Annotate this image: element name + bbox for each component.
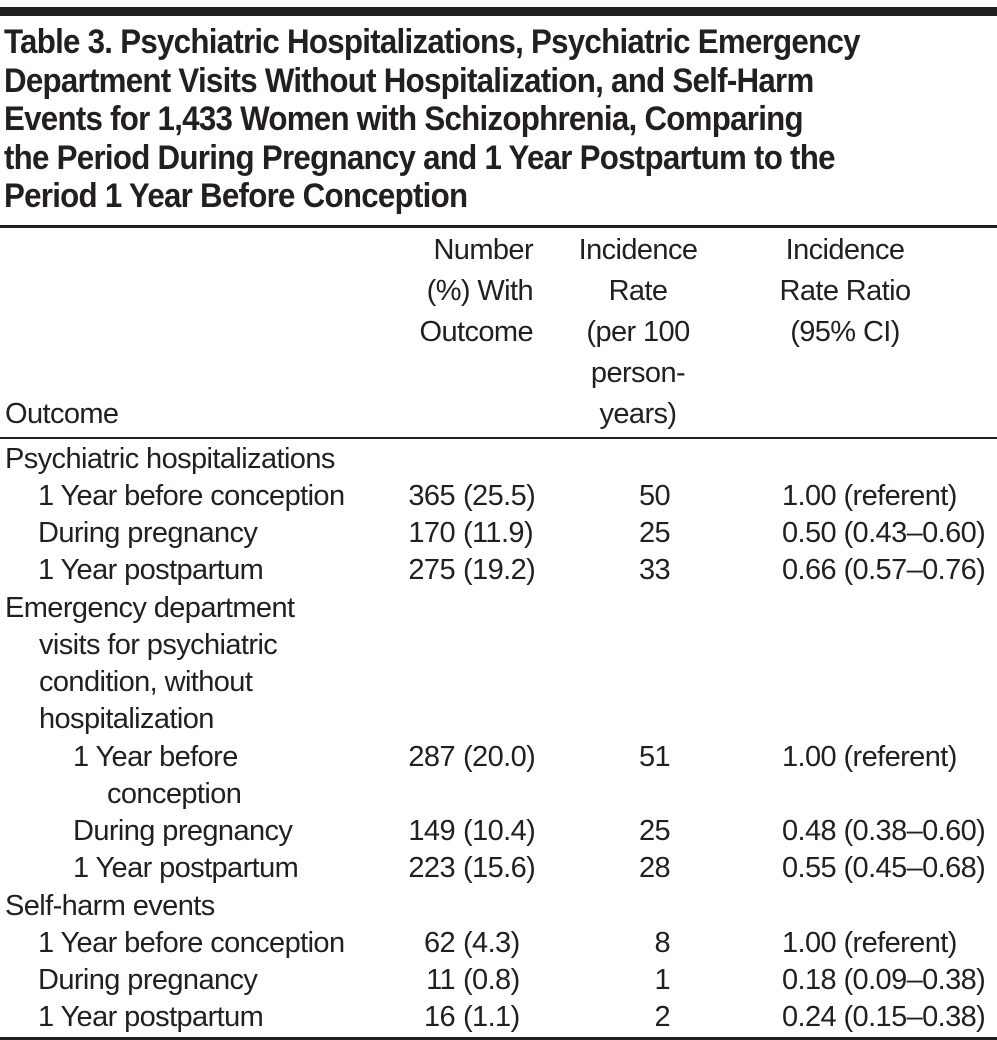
percent-value: (4.3) (463, 926, 520, 959)
count-value: 223 (408, 852, 455, 885)
outcome-label: Psychiatric hospitalizations (5, 442, 335, 475)
percent-value: (1.1) (463, 1001, 520, 1034)
incidence-rate-cell: 25 (638, 815, 671, 847)
incidence-rate-cell: 28 (638, 852, 671, 885)
incidence-rate-cell: 25 (638, 517, 671, 549)
incidence-rate-cell: 33 (638, 554, 671, 587)
incidence-rate-ratio-cell: 1.00 (referent) (782, 926, 957, 959)
table-body: Psychiatric hospitalizations 1 Year befor… (0, 439, 997, 1037)
table-row: During pregnancy 170 (11.9) 25 0.50 (0.43–0.… (0, 515, 997, 552)
column-header-incidence-rate: Incidence Rate (per 100 person-years) (578, 233, 698, 430)
table-row: 1 Year before conception 365 (25.5) 50 1.00 … (0, 478, 997, 515)
number-with-outcome-cell: 16 (1.1) (400, 999, 540, 1036)
incidence-rate-ratio-cell: 0.66 (0.57–0.76) (782, 554, 986, 587)
number-with-outcome-cell: 275 (19.2) (400, 552, 540, 589)
outcome-label: 1 Year before conception (38, 479, 345, 512)
incidence-rate-cell: 2 (654, 1001, 670, 1034)
count-value: 149 (408, 815, 455, 847)
number-with-outcome-cell: 287 (20.0) (400, 739, 540, 776)
count-value: 62 (423, 926, 456, 959)
percent-value: (15.6) (463, 852, 536, 885)
outcome-label: During pregnancy (38, 964, 258, 996)
number-with-outcome-cell: 11 (0.8) (400, 962, 540, 999)
table-header-row: Outcome Number (%) With Outcome Incidenc… (0, 228, 997, 437)
table-title: Table 3. Psychiatric Hospitalizations, P… (4, 23, 861, 215)
count-value: 11 (426, 964, 456, 996)
outcome-label: During pregnancy (73, 815, 293, 847)
incidence-rate-ratio-cell: 0.50 (0.43–0.60) (782, 517, 986, 549)
percent-value: (20.0) (463, 740, 536, 773)
outcome-label: 1 Year before conception (73, 740, 242, 810)
table-row: Self-harm events (0, 888, 997, 925)
table-row: 1 Year postpartum 16 (1.1) 2 0.24 (0.15–0.38… (0, 999, 997, 1036)
paper-table-figure: Table 3. Psychiatric Hospitalizations, P… (0, 7, 997, 1040)
incidence-rate-ratio-cell: 1.00 (referent) (782, 740, 957, 773)
outcome-label: 1 Year postpartum (38, 554, 264, 587)
incidence-rate-cell: 8 (654, 926, 670, 959)
incidence-rate-ratio-cell: 0.48 (0.38–0.60) (782, 815, 986, 847)
percent-value: (19.2) (463, 554, 536, 587)
column-header-outcome: Outcome (5, 397, 119, 430)
percent-value: (25.5) (463, 479, 536, 512)
column-header-number-with-outcome: Number (%) With Outcome (419, 233, 534, 348)
count-value: 275 (408, 554, 455, 587)
number-with-outcome-cell: 365 (25.5) (400, 478, 540, 515)
table-row: 1 Year before conception 62 (4.3) 8 1.00 (re… (0, 925, 997, 962)
table-row: Psychiatric hospitalizations (0, 441, 997, 478)
table-row: During pregnancy 11 (0.8) 1 0.18 (0.09–0.38) (0, 962, 997, 999)
number-with-outcome-cell: 170 (11.9) (400, 515, 540, 552)
outcome-label: Self-harm events (5, 889, 215, 922)
outcome-label: During pregnancy (38, 517, 258, 549)
outcome-label: 1 Year postpartum (38, 1001, 264, 1034)
count-value: 365 (408, 479, 455, 512)
table-row: Emergency department visits for psychiat… (0, 590, 997, 739)
incidence-rate-ratio-cell: 0.24 (0.15–0.38) (782, 1001, 986, 1034)
percent-value: (11.9) (463, 517, 534, 549)
count-value: 287 (408, 740, 455, 773)
count-value: 16 (423, 1001, 456, 1034)
incidence-rate-ratio-cell: 0.55 (0.45–0.68) (782, 852, 986, 885)
incidence-rate-ratio-cell: 1.00 (referent) (782, 479, 957, 512)
percent-value: (0.8) (463, 964, 520, 996)
incidence-rate-cell: 51 (638, 740, 671, 773)
incidence-rate-cell: 50 (638, 479, 671, 512)
number-with-outcome-cell: 223 (15.6) (400, 850, 540, 887)
incidence-rate-cell: 1 (654, 964, 670, 996)
column-header-incidence-rate-ratio: Incidence Rate Ratio (95% CI) (779, 233, 911, 348)
table-row: 1 Year postpartum 275 (19.2) 33 0.66 (0.57–0… (0, 552, 997, 589)
top-rule-thick (0, 7, 997, 16)
header-divider-rule (0, 436, 997, 439)
table-row: 1 Year before conception 287 (20.0) 51 1.00 … (0, 739, 997, 814)
outcome-label: Emergency department visits for psychiat… (5, 591, 295, 736)
outcome-label: 1 Year before conception (38, 926, 345, 959)
bottom-rule (0, 1036, 997, 1040)
table-row: 1 Year postpartum 223 (15.6) 28 0.55 (0.45–0… (0, 850, 997, 887)
table-row: During pregnancy 149 (10.4) 25 0.48 (0.38–0.… (0, 813, 997, 850)
number-with-outcome-cell: 149 (10.4) (400, 813, 540, 850)
incidence-rate-ratio-cell: 0.18 (0.09–0.38) (782, 964, 986, 996)
title-divider-rule (0, 224, 997, 228)
number-with-outcome-cell: 62 (4.3) (400, 925, 540, 962)
percent-value: (10.4) (463, 815, 536, 847)
outcome-label: 1 Year postpartum (73, 852, 299, 885)
count-value: 170 (408, 517, 455, 549)
